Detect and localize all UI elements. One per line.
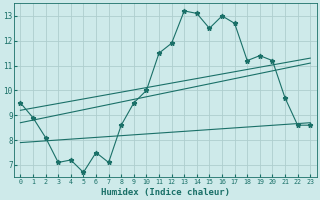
X-axis label: Humidex (Indice chaleur): Humidex (Indice chaleur) [101,188,230,197]
